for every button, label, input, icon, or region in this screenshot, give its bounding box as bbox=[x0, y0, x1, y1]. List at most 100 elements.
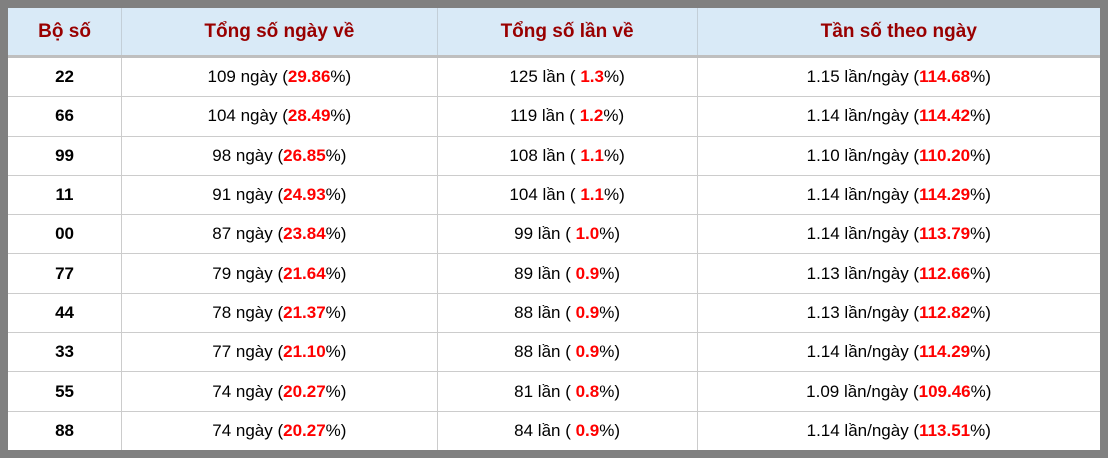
frequency-text: 1.14 lần/ngày ( bbox=[806, 342, 920, 362]
days-percent-value: 24.93 bbox=[283, 185, 326, 205]
times-text: 84 lần ( bbox=[514, 420, 576, 440]
times-percent-value: 0.9 bbox=[575, 420, 600, 440]
frequency-text: 1.13 lần/ngày ( bbox=[806, 302, 920, 322]
times-text-suffix: %) bbox=[599, 420, 621, 440]
times-text-suffix: %) bbox=[603, 145, 625, 165]
total-times-cell: 88 lần ( 0.9%) bbox=[436, 332, 698, 372]
frequency-text: 1.14 lần/ngày ( bbox=[806, 224, 920, 244]
days-text-suffix: %) bbox=[325, 420, 347, 440]
times-text: 104 lần ( bbox=[509, 185, 581, 205]
total-days-cell: 98 ngày (26.85%) bbox=[121, 135, 438, 176]
frequency-text-suffix: %) bbox=[970, 420, 991, 440]
days-text-suffix: %) bbox=[325, 224, 347, 244]
days-percent-value: 23.84 bbox=[283, 224, 326, 244]
times-text: 99 lần ( bbox=[514, 224, 576, 244]
days-text-suffix: %) bbox=[325, 185, 347, 205]
times-percent-value: 1.2 bbox=[579, 106, 604, 126]
days-text: 77 ngày ( bbox=[212, 342, 284, 362]
daily-frequency-cell: 1.13 lần/ngày (112.82%) bbox=[696, 292, 1100, 333]
days-text: 98 ngày ( bbox=[212, 145, 284, 165]
frequency-text-suffix: %) bbox=[970, 185, 991, 205]
days-text: 104 ngày ( bbox=[207, 106, 288, 126]
days-percent-value: 20.27 bbox=[283, 381, 326, 401]
total-times-cell: 108 lần ( 1.1%) bbox=[436, 135, 698, 176]
table-row: 33 77 ngày (21.10%) 88 lần ( 0.9%) 1.14 lần… bbox=[8, 332, 1100, 372]
daily-frequency-cell: 1.10 lần/ngày (110.20%) bbox=[696, 135, 1100, 176]
days-percent-value: 21.64 bbox=[283, 263, 326, 283]
days-percent-value: 21.10 bbox=[283, 342, 326, 362]
frequency-percent-value: 114.68 bbox=[919, 67, 971, 87]
total-times-cell: 104 lần ( 1.1%) bbox=[436, 174, 698, 215]
total-days-cell: 74 ngày (20.27%) bbox=[121, 410, 438, 450]
frequency-percent-value: 113.51 bbox=[919, 420, 971, 440]
frequency-percent-value: 112.66 bbox=[919, 263, 971, 283]
frequency-text-suffix: %) bbox=[970, 342, 991, 362]
pair-cell: 55 bbox=[8, 371, 122, 412]
column-header-total-times: Tổng số lần về bbox=[436, 8, 698, 58]
table-row: 44 78 ngày (21.37%) 88 lần ( 0.9%) 1.13 lần… bbox=[8, 292, 1100, 333]
times-text-suffix: %) bbox=[599, 381, 621, 401]
times-text-suffix: %) bbox=[603, 106, 625, 126]
frequency-text-suffix: %) bbox=[970, 381, 992, 401]
days-text-suffix: %) bbox=[330, 106, 352, 126]
days-percent-value: 28.49 bbox=[287, 106, 331, 126]
days-text-suffix: %) bbox=[325, 302, 347, 322]
column-header-daily-frequency: Tần số theo ngày bbox=[696, 8, 1100, 58]
total-days-cell: 74 ngày (20.27%) bbox=[121, 371, 438, 412]
table-row: 55 74 ngày (20.27%) 81 lần ( 0.8%) 1.09 lần… bbox=[8, 371, 1100, 412]
frequency-text-suffix: %) bbox=[970, 224, 991, 244]
days-text-suffix: %) bbox=[325, 263, 347, 283]
frequency-text: 1.14 lần/ngày ( bbox=[806, 106, 920, 126]
times-text: 88 lần ( bbox=[514, 342, 576, 362]
table-row: 22 109 ngày (29.86%) 125 lần ( 1.3%) 1.15 l… bbox=[8, 56, 1100, 97]
times-text: 108 lần ( bbox=[509, 145, 581, 165]
frequency-percent-value: 113.79 bbox=[919, 224, 971, 244]
daily-frequency-cell: 1.14 lần/ngày (114.29%) bbox=[696, 332, 1100, 372]
frequency-text-suffix: %) bbox=[970, 67, 991, 87]
pair-cell: 77 bbox=[8, 253, 122, 294]
days-text: 74 ngày ( bbox=[212, 381, 284, 401]
days-percent-value: 21.37 bbox=[283, 302, 326, 322]
frequency-text: 1.13 lần/ngày ( bbox=[806, 263, 920, 283]
times-percent-value: 0.9 bbox=[575, 302, 600, 322]
days-text: 74 ngày ( bbox=[212, 420, 284, 440]
column-header-pair: Bộ số bbox=[8, 8, 122, 58]
pair-cell: 11 bbox=[8, 174, 122, 215]
days-text-suffix: %) bbox=[330, 67, 352, 87]
total-times-cell: 125 lần ( 1.3%) bbox=[436, 56, 698, 97]
times-percent-value: 1.0 bbox=[575, 224, 600, 244]
times-text-suffix: %) bbox=[603, 67, 625, 87]
frequency-percent-value: 110.20 bbox=[919, 145, 971, 165]
pair-cell: 00 bbox=[8, 214, 122, 254]
days-text: 79 ngày ( bbox=[212, 263, 284, 283]
days-text: 87 ngày ( bbox=[212, 224, 284, 244]
frequency-percent-value: 114.42 bbox=[919, 106, 971, 126]
pair-cell: 33 bbox=[8, 332, 122, 372]
column-header-total-days: Tổng số ngày về bbox=[121, 8, 438, 58]
times-percent-value: 0.9 bbox=[575, 263, 600, 283]
frequency-percent-value: 112.82 bbox=[919, 302, 971, 322]
lottery-pair-stats-table: Bộ số Tổng số ngày về Tổng số lần về Tần… bbox=[8, 8, 1100, 450]
frequency-percent-value: 109.46 bbox=[918, 381, 971, 401]
times-percent-value: 0.8 bbox=[575, 381, 600, 401]
total-days-cell: 104 ngày (28.49%) bbox=[121, 96, 438, 137]
frequency-text-suffix: %) bbox=[970, 106, 991, 126]
days-percent-value: 29.86 bbox=[287, 67, 331, 87]
times-percent-value: 1.1 bbox=[580, 185, 604, 205]
daily-frequency-cell: 1.14 lần/ngày (113.79%) bbox=[696, 214, 1100, 254]
times-text-suffix: %) bbox=[603, 185, 625, 205]
table-row: 99 98 ngày (26.85%) 108 lần ( 1.1%) 1.10 lầ… bbox=[8, 135, 1100, 176]
frequency-percent-value: 114.29 bbox=[919, 185, 971, 205]
times-text: 88 lần ( bbox=[514, 302, 576, 322]
times-text: 89 lần ( bbox=[514, 263, 576, 283]
total-times-cell: 119 lần ( 1.2%) bbox=[436, 96, 698, 137]
total-days-cell: 87 ngày (23.84%) bbox=[121, 214, 438, 254]
header-row: Bộ số Tổng số ngày về Tổng số lần về Tần… bbox=[8, 8, 1100, 58]
frequency-text: 1.14 lần/ngày ( bbox=[806, 420, 920, 440]
frequency-percent-value: 114.29 bbox=[919, 342, 971, 362]
days-text: 91 ngày ( bbox=[212, 185, 284, 205]
daily-frequency-cell: 1.14 lần/ngày (113.51%) bbox=[696, 410, 1100, 450]
table-row: 00 87 ngày (23.84%) 99 lần ( 1.0%) 1.14 lần… bbox=[8, 214, 1100, 254]
times-text: 119 lần ( bbox=[510, 106, 580, 126]
total-days-cell: 77 ngày (21.10%) bbox=[121, 332, 438, 372]
